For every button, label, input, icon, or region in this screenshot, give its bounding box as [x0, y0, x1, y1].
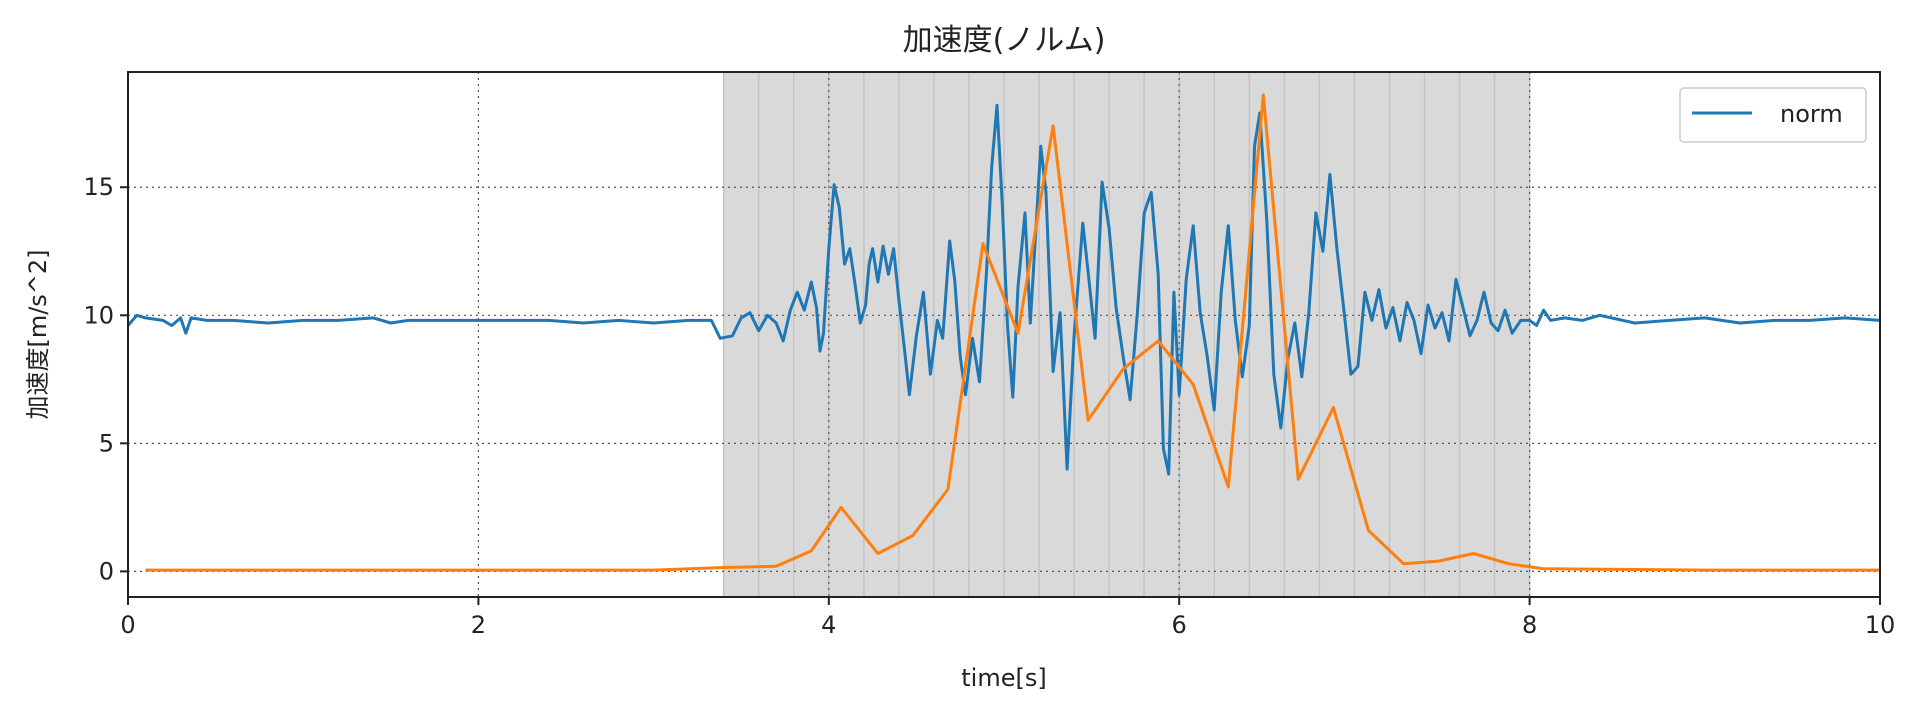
legend: norm [1679, 87, 1867, 143]
x-tick-label: 10 [1865, 611, 1896, 639]
x-axis-label: time[s] [961, 664, 1046, 692]
y-tick-label: 5 [99, 429, 114, 457]
series-line-norm [126, 103, 1881, 476]
y-tick-label: 0 [99, 557, 114, 585]
shaded-region-fill [723, 72, 1530, 597]
legend-box [1679, 87, 1867, 143]
grid-lines [127, 72, 1881, 597]
y-tick-label: 10 [83, 301, 114, 329]
tick-marks: 0 2 4 6 8 10 0 5 10 15 [83, 173, 1895, 639]
x-tick-label: 2 [471, 611, 486, 639]
y-tick-label: 15 [83, 173, 114, 201]
x-tick-label: 4 [821, 611, 836, 639]
legend-label-norm: norm [1780, 100, 1843, 128]
series-line-orange [145, 93, 1880, 572]
x-tick-label: 8 [1522, 611, 1537, 639]
axes-frame [127, 71, 1881, 598]
y-axis-label: 加速度[m/s^2] [24, 249, 52, 419]
x-tick-label: 0 [120, 611, 135, 639]
x-tick-label: 6 [1172, 611, 1187, 639]
chart-title: 加速度(ノルム) [903, 23, 1106, 58]
shaded-region [722, 72, 1531, 597]
series-lines [126, 93, 1881, 572]
